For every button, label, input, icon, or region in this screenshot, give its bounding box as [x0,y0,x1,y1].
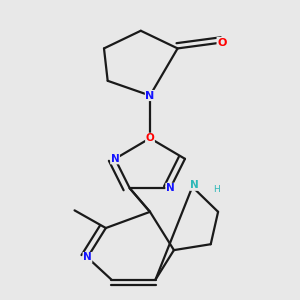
Text: N: N [146,91,154,100]
Text: N: N [166,183,175,193]
Text: N: N [83,253,92,262]
Text: N: N [190,180,199,190]
Text: N: N [111,154,119,164]
Text: O: O [146,133,154,143]
Text: O: O [217,38,226,47]
Text: H: H [213,185,220,194]
